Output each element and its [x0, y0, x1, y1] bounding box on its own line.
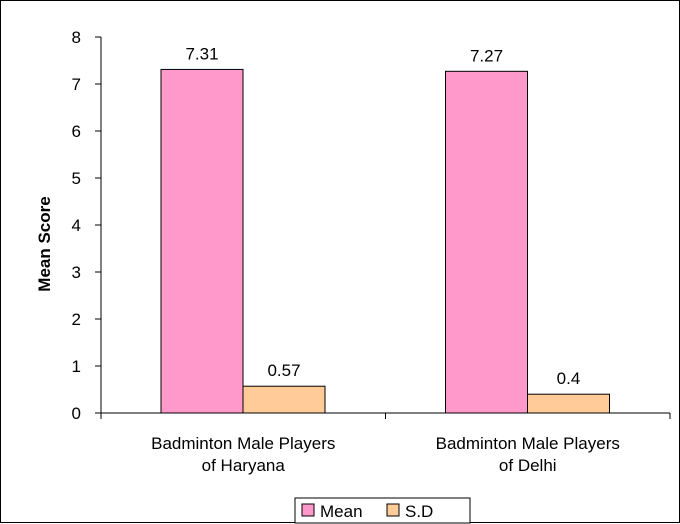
bar-mean	[445, 70, 528, 414]
legend-swatch	[301, 503, 315, 517]
y-tick-label: 6	[72, 122, 81, 141]
legend-box	[294, 497, 471, 524]
y-tick-label: 3	[72, 263, 81, 282]
data-labels: 7.31 7.27 0.57 0.4	[185, 44, 580, 388]
y-tick-label: 5	[72, 169, 81, 188]
bars	[160, 68, 610, 414]
bar-s-d	[527, 393, 610, 414]
y-tick-label: 2	[72, 310, 81, 329]
y-tick-label: 4	[72, 216, 81, 235]
x-category-label-line: Badminton Male Players	[151, 434, 335, 453]
legend: Mean S.D	[294, 497, 471, 524]
y-tick-label: 1	[72, 357, 81, 376]
x-category-label-line: of Delhi	[499, 456, 557, 475]
x-category-label-line: of Haryana	[202, 456, 286, 475]
bar-mean	[160, 68, 244, 414]
y-tick-label: 8	[72, 28, 81, 47]
x-category-label: Badminton Male Players of Haryana	[151, 434, 335, 475]
y-tick-label: 7	[72, 75, 81, 94]
data-label: 0.57	[267, 361, 300, 380]
y-tick-label: 0	[72, 404, 81, 423]
bar-s-d	[242, 385, 326, 414]
x-category-label-line: Badminton Male Players	[436, 434, 620, 453]
data-label: 0.4	[557, 369, 581, 388]
x-category-label: Badminton Male Players of Delhi	[436, 434, 620, 475]
legend-label: S.D	[405, 502, 433, 521]
y-axis-label: Mean Score	[35, 196, 54, 291]
legend-swatch	[386, 503, 400, 517]
legend-label: Mean	[320, 502, 363, 521]
data-label: 7.27	[470, 46, 503, 65]
data-label: 7.31	[185, 44, 218, 63]
